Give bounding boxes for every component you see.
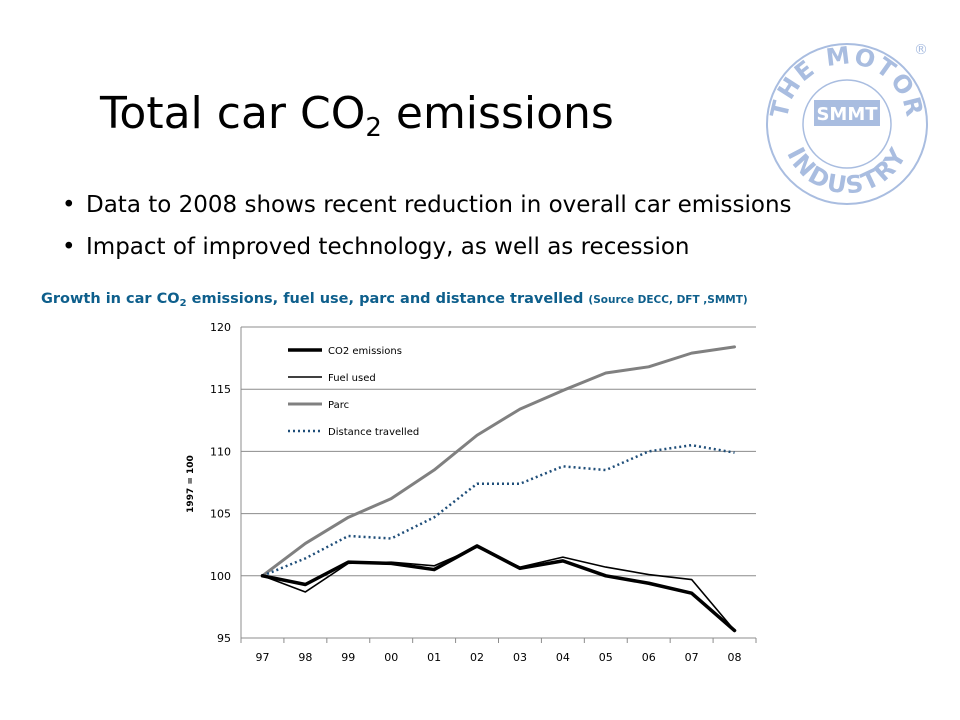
series-line-fuel-used [261, 546, 736, 632]
legend-label: Parc [328, 400, 349, 411]
x-tick-label: 99 [341, 651, 355, 664]
bullet-item: • Data to 2008 shows recent reduction in … [62, 192, 792, 218]
y-tick-label: 110 [210, 445, 231, 458]
legend-label: CO2 emissions [328, 346, 402, 357]
bullet-item: • Impact of improved technology, as well … [62, 234, 792, 260]
caption-end: emissions, fuel use, parc and distance t… [186, 291, 589, 307]
y-axis-label: 1997 = 100 [186, 455, 196, 513]
y-tick-label: 105 [210, 508, 231, 521]
series-line-distance-travelled [261, 443, 735, 577]
logo-center-box [814, 100, 880, 126]
x-tick-label: 97 [255, 651, 269, 664]
y-tick-label: 95 [217, 632, 231, 645]
bullet-dot-icon: • [62, 192, 76, 218]
chart-tick-labels: 95 100 105 110 115 120 97 98 99 00 01 02 03 04 05 06 07 0… [210, 321, 742, 664]
x-tick-label: 04 [556, 651, 570, 664]
x-tick-label: 05 [599, 651, 613, 664]
x-tick-label: 98 [298, 651, 312, 664]
bullet-text: Data to 2008 shows recent reduction in o… [86, 192, 792, 218]
smmt-logo: THE MOTOR INDUSTRY SMMT ® [765, 41, 928, 205]
caption-subscript: 2 [179, 298, 187, 309]
x-tick-label: 07 [685, 651, 699, 664]
logo-inner-ring [802, 79, 892, 169]
x-tick-label: 02 [470, 651, 484, 664]
slide-title: Total car CO2 emissions [100, 88, 614, 143]
chart-legend: CO2 emissions Fuel used Parc Distance trave… [288, 346, 419, 438]
title-subscript: 2 [365, 113, 382, 143]
logo-center-text: SMMT [816, 104, 878, 125]
logo-registered-mark: ® [914, 42, 928, 58]
caption-source: (Source DECC, DFT ,SMMT) [588, 294, 748, 306]
bullet-text: Impact of improved technology, as well a… [86, 234, 690, 260]
x-tick-label: 00 [384, 651, 398, 664]
x-tick-label: 06 [642, 651, 656, 664]
series-line-co2-emissions [260, 544, 737, 633]
bullet-dot-icon: • [62, 234, 76, 260]
x-tick-label: 08 [728, 651, 742, 664]
legend-label: Distance travelled [328, 427, 419, 438]
chart-series-lines [260, 345, 737, 633]
y-tick-label: 115 [210, 383, 231, 396]
logo-outer-ring [766, 43, 928, 205]
y-tick-label: 120 [210, 321, 231, 334]
x-tick-label: 01 [427, 651, 441, 664]
chart-axes [240, 327, 757, 643]
title-main: Total car CO [100, 88, 366, 139]
bullet-list: • Data to 2008 shows recent reduction in … [62, 192, 792, 276]
chart-caption: Growth in car CO2 emissions, fuel use, p… [41, 291, 748, 309]
x-tick-label: 03 [513, 651, 527, 664]
title-end: emissions [381, 88, 614, 139]
legend-label: Fuel used [328, 373, 376, 384]
series-line-parc [260, 345, 737, 578]
y-tick-label: 100 [210, 570, 231, 583]
caption-main: Growth in car CO [41, 291, 180, 307]
